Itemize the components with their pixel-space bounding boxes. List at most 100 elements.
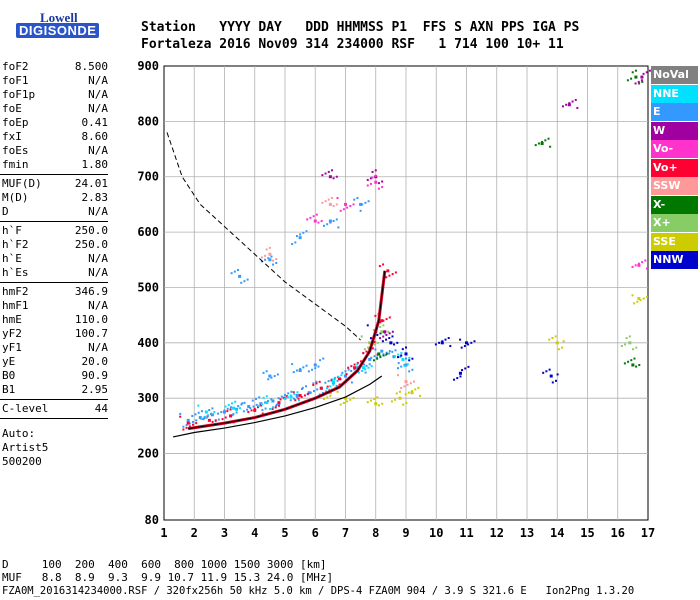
param-value: N/A	[88, 144, 108, 157]
data-point	[328, 175, 332, 179]
data-point	[385, 318, 388, 321]
data-point	[388, 350, 391, 353]
data-point	[293, 392, 296, 395]
param-separator	[0, 282, 108, 283]
data-point	[632, 348, 635, 351]
data-point	[276, 403, 278, 406]
data-point	[541, 140, 544, 143]
data-point	[390, 400, 393, 403]
param-label: yF1	[2, 341, 22, 354]
param-label: M(D)	[2, 191, 29, 204]
data-point	[382, 354, 385, 357]
data-point	[353, 366, 357, 370]
data-point	[625, 337, 628, 340]
param-label: B1	[2, 383, 16, 396]
data-point	[264, 258, 267, 261]
data-point	[246, 408, 249, 411]
data-point	[364, 371, 367, 374]
data-point	[243, 401, 246, 404]
data-point	[365, 350, 368, 353]
data-point	[307, 391, 311, 395]
data-point	[270, 398, 273, 401]
data-point	[382, 263, 385, 266]
data-point	[328, 219, 332, 223]
data-point	[392, 355, 396, 359]
data-point	[339, 403, 342, 406]
data-point	[329, 394, 332, 397]
data-point	[376, 357, 379, 360]
x-tick-label: 11	[459, 526, 473, 540]
data-point	[261, 409, 264, 412]
data-point	[295, 393, 299, 397]
data-point	[378, 265, 381, 268]
data-point	[267, 257, 270, 260]
data-point	[402, 403, 405, 406]
data-point	[548, 338, 551, 341]
y-tick-label: 800	[137, 114, 159, 128]
data-point	[407, 391, 410, 394]
data-point	[405, 357, 407, 360]
data-point	[394, 349, 397, 352]
data-point	[214, 419, 217, 422]
data-point	[265, 401, 269, 405]
data-point	[262, 371, 265, 374]
data-point	[305, 230, 308, 233]
data-point	[298, 369, 302, 373]
data-point	[370, 365, 373, 368]
data-point	[366, 184, 369, 187]
data-point	[377, 404, 380, 407]
data-point	[240, 403, 243, 406]
data-point	[628, 335, 631, 338]
legend-item-nne: NNE	[651, 84, 698, 103]
data-point	[634, 69, 637, 72]
data-point	[453, 378, 456, 381]
data-point	[400, 354, 403, 357]
data-point	[630, 359, 633, 362]
param-row: M(D) 2.83	[2, 191, 108, 205]
data-point	[300, 396, 303, 399]
data-point	[318, 380, 321, 383]
data-point	[207, 418, 211, 422]
data-point	[369, 337, 372, 340]
data-point	[381, 340, 384, 343]
data-point	[289, 399, 292, 402]
data-point	[246, 278, 249, 281]
data-point	[353, 363, 356, 366]
data-point	[327, 380, 330, 383]
data-point	[388, 352, 391, 355]
data-point	[309, 391, 312, 394]
data-point	[399, 355, 402, 358]
data-point	[213, 411, 216, 414]
data-point	[195, 419, 198, 422]
data-point	[299, 233, 302, 236]
data-point	[441, 340, 444, 343]
param-value: N/A	[88, 266, 108, 279]
data-point	[406, 363, 409, 366]
data-point	[406, 383, 409, 386]
data-point	[292, 371, 295, 374]
data-point	[447, 337, 450, 340]
data-point	[377, 187, 380, 190]
data-point	[381, 402, 384, 405]
data-point	[188, 422, 191, 425]
param-row: foEs N/A	[2, 144, 108, 158]
data-point	[637, 263, 641, 267]
x-tick-label: 9	[402, 526, 409, 540]
data-point	[217, 418, 220, 421]
data-point	[321, 174, 324, 177]
data-point	[379, 356, 382, 359]
data-point	[411, 390, 414, 393]
header-line-1: Station YYYY DAY DDD HHMMSS P1 FFS S AXN…	[141, 20, 580, 35]
data-point	[291, 363, 294, 366]
data-point	[325, 390, 328, 393]
data-point	[202, 418, 205, 421]
data-point	[373, 397, 376, 400]
data-point	[264, 254, 267, 257]
data-point	[409, 382, 412, 385]
data-point	[388, 274, 391, 277]
data-point	[337, 226, 340, 229]
data-point	[298, 236, 302, 240]
data-point	[382, 353, 385, 356]
data-point	[240, 281, 243, 284]
data-point	[404, 393, 407, 396]
